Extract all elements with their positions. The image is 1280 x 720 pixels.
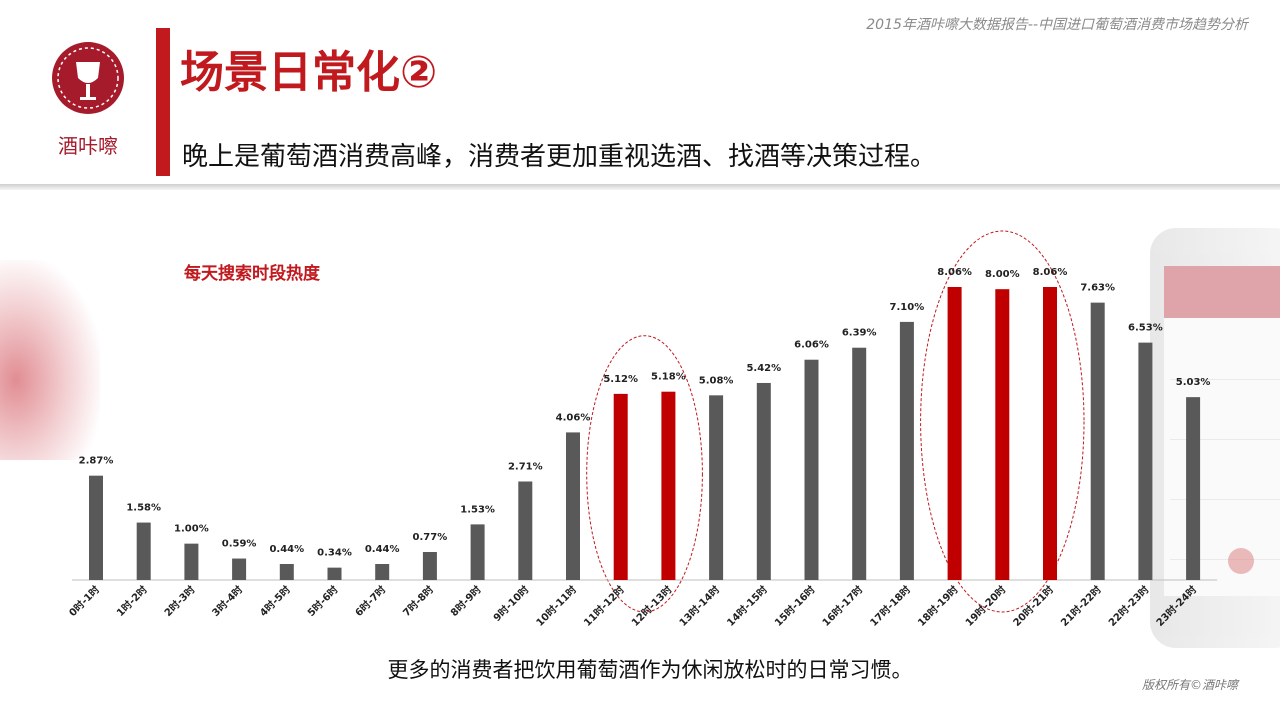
bar-value-label: 2.71% (508, 461, 543, 472)
bar-value-label: 0.34% (317, 548, 352, 559)
chart-caption: 更多的消费者把饮用葡萄酒作为休闲放松时的日常习惯。 (387, 658, 913, 682)
bar-value-label: 1.58% (126, 503, 161, 514)
header-divider (0, 184, 1280, 190)
bar (375, 564, 390, 580)
x-tick-label: 22时-23时 (1106, 583, 1152, 629)
x-tick-label: 1时-2时 (114, 583, 150, 619)
bar-value-label: 7.10% (890, 302, 925, 313)
report-title: 2015年酒咔嚓大数据报告--中国进口葡萄酒消费市场趋势分析 (866, 17, 1248, 33)
x-tick-label: 18时-19时 (915, 583, 961, 629)
x-tick-label: 12时-13时 (629, 583, 675, 629)
x-tick-labels: 0时-1时 1时-2时 2时-3时 3时-4时 4时-5时 5时-6时 6时-7时 7时-8时… (66, 583, 1199, 629)
x-tick-label: 11时-12时 (581, 583, 627, 629)
x-tick-label: 2时-3时 (161, 583, 197, 619)
copyright-notice: 版权所有©酒咔嚓 (1141, 678, 1238, 692)
bar-value-label: 0.44% (269, 544, 304, 555)
brand-name: 酒咔嚓 (58, 134, 118, 158)
camera-icon (1228, 548, 1254, 574)
bar-value-label: 5.18% (651, 372, 686, 383)
bar-value-label: 2.87% (79, 456, 114, 467)
bar (852, 347, 867, 580)
x-tick-label: 6时-7时 (352, 583, 388, 619)
bar-value-label: 7.63% (1080, 283, 1115, 294)
bar-value-label: 6.39% (842, 328, 877, 339)
bar (756, 382, 771, 580)
bar-series (89, 287, 1201, 580)
x-tick-label: 4时-5时 (257, 583, 293, 619)
background-wine-glass-image (0, 260, 100, 460)
bar-value-label: 5.42% (746, 363, 781, 374)
background-phone-image (1150, 228, 1280, 648)
phone-screen-header (1164, 266, 1280, 318)
bar (613, 393, 628, 580)
page-subtitle: 晚上是葡萄酒消费高峰，消费者更加重视选酒、找酒等决策过程。 (182, 142, 937, 172)
bar (566, 432, 580, 580)
highlight-oval (920, 230, 1085, 613)
bar (947, 287, 962, 580)
bar-value-label: 6.06% (794, 340, 829, 351)
bar (1090, 302, 1105, 580)
bar (709, 395, 724, 580)
bar-value-label: 0.77% (413, 532, 448, 543)
chart-title: 每天搜索时段热度 (184, 263, 321, 284)
highlight-oval (586, 335, 703, 613)
bar-value-label: 4.06% (556, 412, 591, 423)
x-tick-label: 21时-22时 (1058, 583, 1104, 629)
bar (899, 321, 914, 580)
x-tick-label: 7时-8时 (400, 583, 436, 619)
bar-value-label: 5.12% (603, 374, 638, 385)
bar-value-label: 5.08% (699, 375, 734, 386)
phone-list-row (1170, 456, 1280, 500)
bar (136, 522, 151, 580)
bar-value-label: 1.00% (174, 524, 209, 535)
bar-value-label: 8.06% (937, 267, 972, 278)
x-tick-label: 23时-24时 (1153, 583, 1199, 629)
bar (422, 552, 437, 580)
bar-value-label: 0.44% (365, 544, 400, 555)
bar (1138, 342, 1153, 580)
bar-value-label: 8.06% (1033, 267, 1068, 278)
bar-value-label: 6.53% (1128, 323, 1163, 334)
x-tick-label: 17时-18时 (867, 583, 913, 629)
bar-value-label: 8.00% (985, 269, 1020, 280)
brand-logo: 酒咔嚓 (48, 42, 128, 160)
bar (279, 564, 294, 580)
x-tick-label: 20时-21时 (1010, 583, 1056, 629)
phone-list-row (1170, 516, 1280, 560)
x-tick-label: 15时-16时 (772, 583, 818, 629)
x-tick-label: 19时-20时 (962, 583, 1008, 629)
search-heat-chart: 每天搜索时段热度 2.87% 1.58% 1.00% 0.59% 0.44% 0.34% 0… (66, 230, 1218, 629)
bar (232, 558, 247, 580)
x-tick-label: 8时-9时 (448, 583, 484, 619)
x-tick-label: 14时-15时 (724, 583, 770, 629)
x-tick-label: 9时-10时 (490, 583, 531, 624)
phone-list-row (1170, 396, 1280, 440)
bar (661, 391, 676, 580)
bar-value-label: 0.59% (222, 539, 257, 550)
bar (89, 475, 103, 580)
bar (518, 481, 533, 580)
x-tick-label: 0时-1时 (66, 583, 102, 619)
title-accent-bar (156, 28, 170, 176)
x-tick-label: 5时-6时 (305, 583, 341, 619)
x-tick-label: 16时-17时 (819, 583, 865, 629)
wine-glass-logo-icon (52, 42, 124, 114)
phone-screen (1164, 266, 1280, 596)
page-title: 场景日常化② (180, 47, 438, 98)
phone-list-row (1170, 336, 1280, 380)
x-tick-label: 13时-14时 (676, 583, 722, 629)
bar (327, 567, 342, 580)
bar (184, 543, 199, 580)
highlight-ovals (586, 230, 1085, 613)
bar (995, 289, 1010, 580)
x-tick-label: 10时-11时 (533, 583, 579, 629)
bar (1186, 397, 1201, 580)
bar-value-label: 1.53% (460, 504, 495, 515)
bar-value-labels: 2.87% 1.58% 1.00% 0.59% 0.44% 0.34% 0.44% 0.77%… (79, 267, 1211, 559)
bar-value-label: 5.03% (1176, 377, 1211, 388)
x-tick-label: 3时-4时 (209, 583, 245, 619)
bar (470, 524, 485, 580)
bar (804, 359, 819, 580)
bar (1043, 287, 1057, 580)
